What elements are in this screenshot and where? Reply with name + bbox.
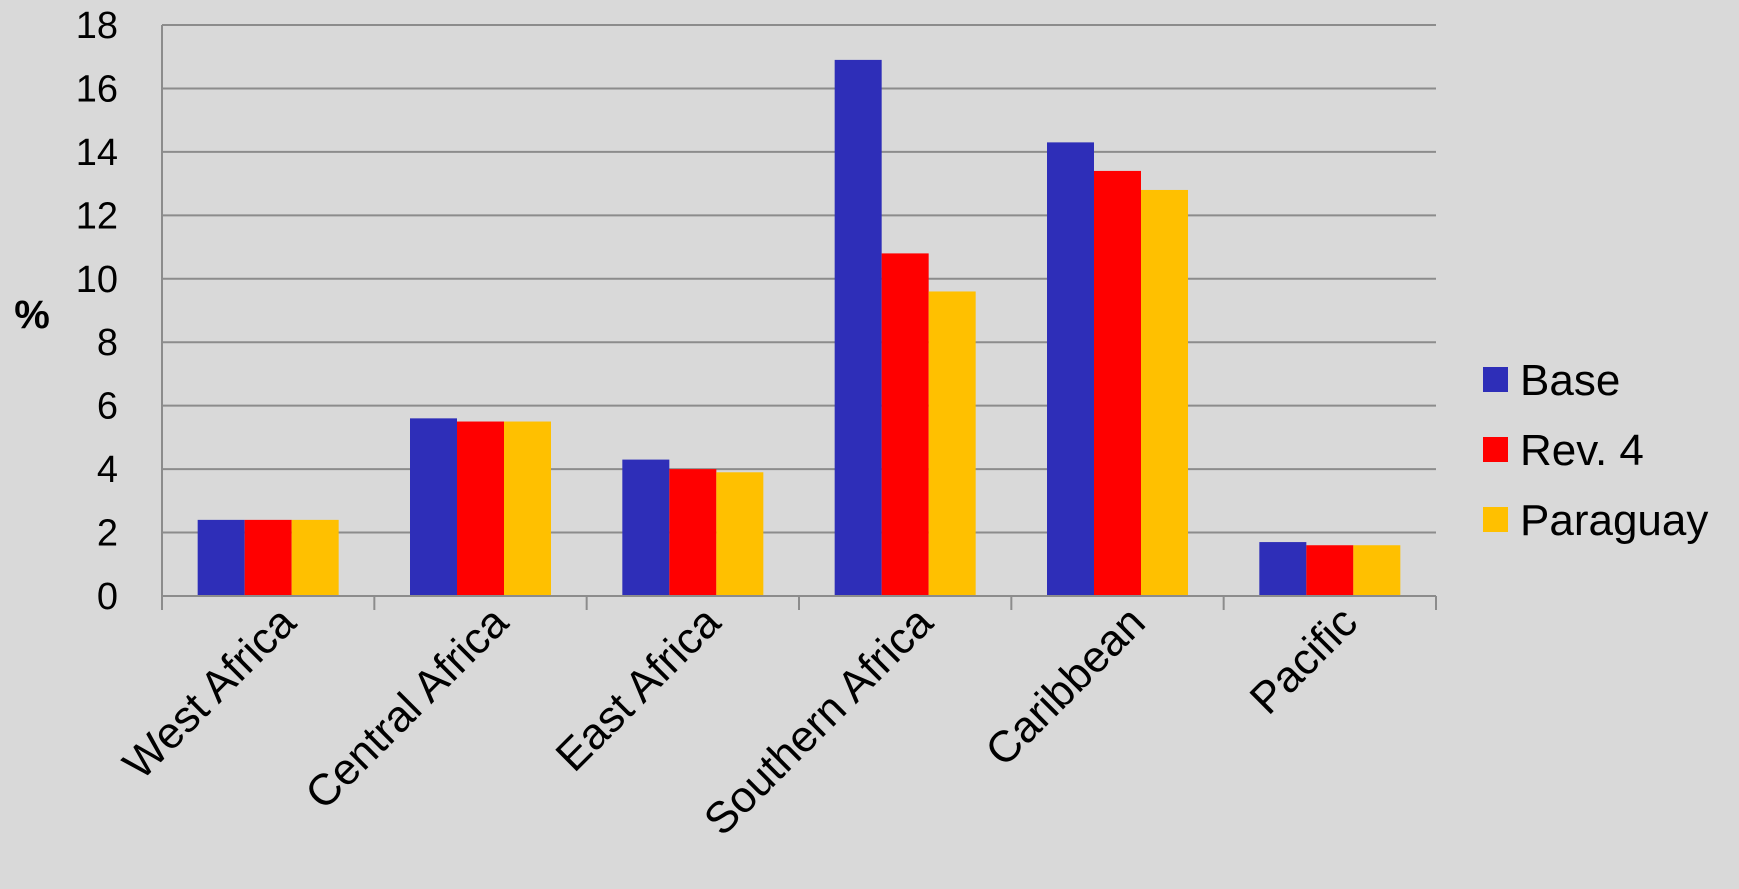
legend-label: Paraguay: [1520, 496, 1708, 545]
legend-label: Base: [1520, 356, 1620, 405]
bar: [1094, 170, 1141, 596]
y-tick-label: 18: [76, 5, 118, 47]
bar: [881, 253, 929, 596]
bar: [1306, 545, 1354, 596]
x-tick-label: Central Africa: [296, 597, 518, 819]
y-tick-label: 0: [97, 576, 118, 618]
y-tick-label: 12: [76, 195, 118, 237]
y-tick-labels: 0 2 4 6 8 10 12 14 16 18: [76, 5, 118, 618]
gridlines: [162, 24, 1436, 534]
bar: [622, 459, 670, 596]
y-tick-label: 2: [97, 513, 118, 555]
y-tick-label: 6: [97, 386, 118, 428]
bar: [1259, 542, 1307, 596]
y-tick-label: 8: [97, 322, 118, 364]
x-tick-label: Caribbean: [976, 597, 1154, 775]
bar: [834, 59, 882, 596]
y-axis-label: %: [14, 293, 50, 337]
legend-swatch: [1483, 507, 1508, 532]
bar: [716, 472, 764, 596]
bar: [669, 469, 717, 596]
x-tick-label: West Africa: [114, 597, 306, 789]
legend-label: Rev. 4: [1520, 426, 1644, 475]
y-tick-label: 14: [76, 132, 118, 174]
x-tick-label: Southern Africa: [695, 597, 943, 845]
legend: Base Rev. 4 Paraguay: [1483, 356, 1708, 545]
x-tick-label: East Africa: [547, 597, 731, 781]
bar: [1353, 545, 1401, 596]
y-tick-label: 16: [76, 68, 118, 110]
y-tick-label: 10: [76, 259, 118, 301]
legend-swatch: [1483, 437, 1508, 462]
bar: [291, 519, 339, 596]
bar: [244, 519, 292, 596]
x-tick-label: Pacific: [1241, 597, 1367, 723]
legend-swatch: [1483, 367, 1508, 392]
bar: [457, 421, 504, 596]
bar: [410, 418, 457, 596]
y-tick-label: 4: [97, 449, 118, 491]
bar: [504, 421, 551, 596]
axes: [161, 25, 1437, 610]
bars: [197, 59, 1401, 596]
bar: [197, 519, 245, 596]
bar: [1047, 142, 1094, 596]
bar: [1141, 189, 1188, 596]
bar: [928, 291, 976, 596]
